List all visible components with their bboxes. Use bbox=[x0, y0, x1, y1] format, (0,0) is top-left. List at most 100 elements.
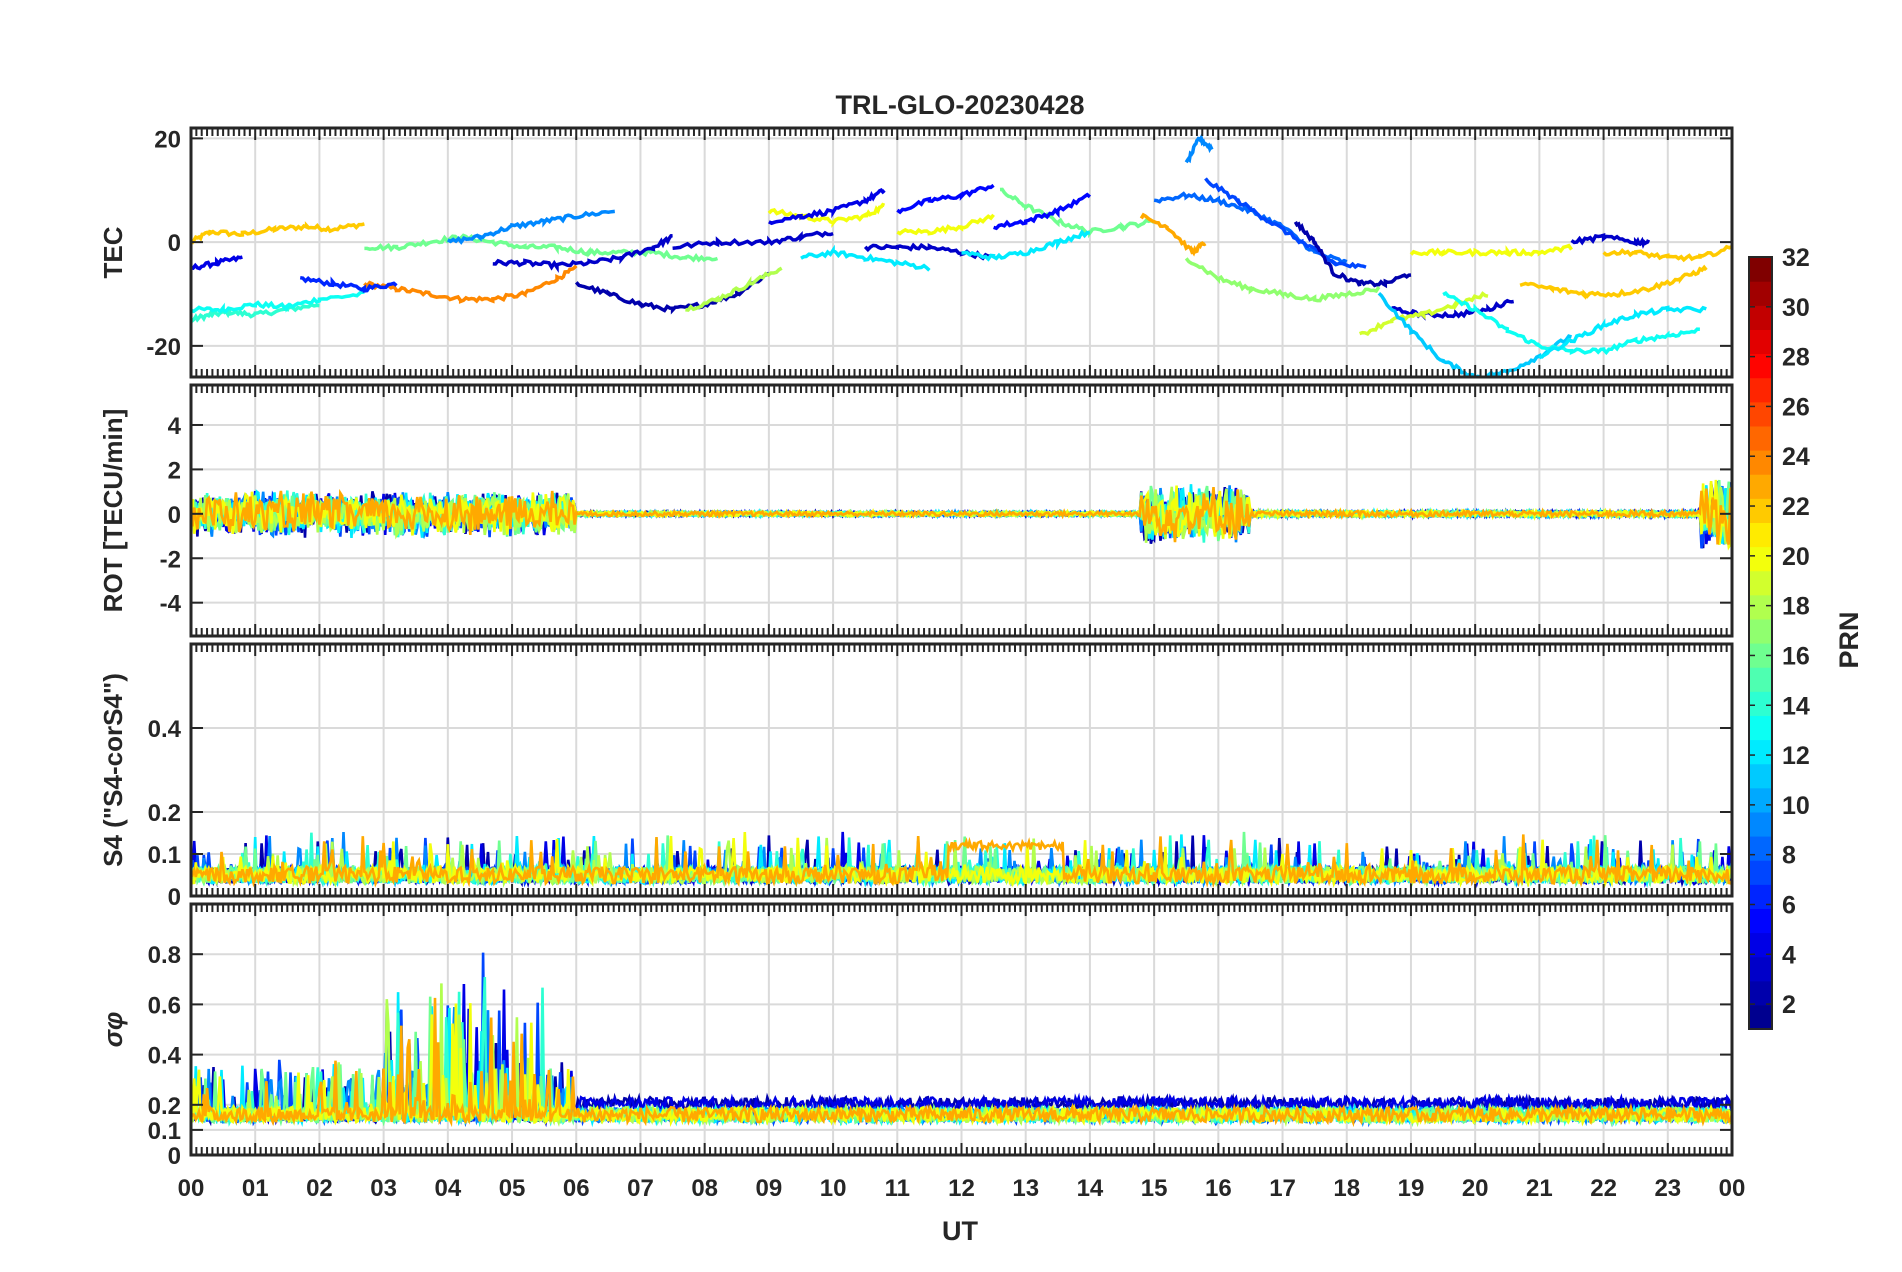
x-tick-label-5: 05 bbox=[499, 1175, 526, 1202]
tec-line-prn2-9 bbox=[574, 271, 770, 315]
colorbar-tick-label-6: 14 bbox=[1782, 692, 1810, 720]
tec-line-prn22-0 bbox=[191, 221, 365, 245]
x-axis-label: UT bbox=[942, 1216, 978, 1246]
tec-line-prn17-25 bbox=[1184, 257, 1381, 303]
y-tick-label-s4-3: 0 bbox=[168, 884, 181, 911]
y-tick-label-tec-0: 20 bbox=[154, 126, 181, 153]
colorbar-cell-11 bbox=[1749, 763, 1772, 789]
colorbar-cell-12 bbox=[1749, 739, 1772, 765]
colorbar-tick-label-2: 6 bbox=[1782, 891, 1796, 919]
y-tick-label-rot-4: -4 bbox=[160, 591, 182, 618]
x-tick-label-1: 01 bbox=[242, 1175, 269, 1202]
tec-line-prn16-6 bbox=[364, 233, 719, 263]
colorbar-cell-2 bbox=[1749, 980, 1772, 1006]
colorbar-label: PRN bbox=[1834, 611, 1864, 668]
tec-line-prn3-10 bbox=[672, 230, 834, 250]
tec-line-prn13-2 bbox=[191, 290, 365, 314]
tec-line-prn6-5 bbox=[299, 275, 398, 293]
x-tick-label-10: 10 bbox=[820, 1175, 847, 1202]
tec-line-prn7-24 bbox=[1204, 177, 1367, 270]
tec-line-prn3-27 bbox=[1391, 298, 1515, 321]
colorbar-frame bbox=[1748, 256, 1773, 1030]
colorbar-cell-32 bbox=[1749, 257, 1772, 282]
tec-line-prn12-14 bbox=[800, 244, 931, 272]
colorbar-cell-25 bbox=[1749, 425, 1772, 451]
tec-line-prn22-32 bbox=[1519, 264, 1708, 300]
panel-s4: 0.4 0.2 0.1 0 S4 ("S4-corS4") bbox=[98, 642, 1734, 911]
tec-line-prn20-16 bbox=[896, 213, 995, 236]
x-tick-label-4: 04 bbox=[434, 1175, 461, 1202]
tec-line-prn23-21 bbox=[1139, 212, 1207, 257]
colorbar-cell-13 bbox=[1749, 715, 1772, 741]
colorbar-cell-28 bbox=[1749, 353, 1772, 379]
y-tick-label-tec-1: 0 bbox=[168, 230, 181, 257]
colorbar-cell-26 bbox=[1749, 401, 1772, 427]
panel-tec: 20 0 -20 TEC bbox=[98, 126, 1734, 379]
x-tick-label-6: 06 bbox=[563, 1175, 590, 1202]
tec-line-prn9-22 bbox=[1184, 133, 1214, 164]
colorbar-cell-18 bbox=[1749, 594, 1772, 620]
panel-sigma: 0.8 0.6 0.4 0.20.10 σφ bbox=[98, 902, 1734, 1170]
y-tick-label-sigma-1: 0.6 bbox=[148, 992, 181, 1019]
colorbar-tick-label-10: 22 bbox=[1782, 493, 1810, 521]
colorbar-cell-20 bbox=[1749, 546, 1772, 572]
tec-line-prn3-33 bbox=[1570, 232, 1651, 249]
x-tick-label-18: 18 bbox=[1333, 1175, 1360, 1202]
y-tick-label-s4-2: 0.1 bbox=[148, 842, 181, 869]
x-tick-label-12: 12 bbox=[948, 1175, 975, 1202]
x-tick-label-3: 03 bbox=[370, 1175, 397, 1202]
colorbar-cell-24 bbox=[1749, 450, 1772, 475]
tec-line-prn12-20 bbox=[961, 229, 1091, 262]
colorbar-cell-15 bbox=[1749, 667, 1772, 692]
tec-line-prn4-13 bbox=[768, 187, 886, 226]
rot-trace-prn23 bbox=[191, 486, 1732, 545]
tec-line-prn16-18 bbox=[999, 187, 1156, 239]
ticks-rot bbox=[190, 385, 1733, 636]
y-tick-label-sigma-2: 0.4 bbox=[148, 1043, 182, 1070]
colorbar-cell-1 bbox=[1749, 1004, 1772, 1030]
colorbar-tick-label-7: 16 bbox=[1782, 642, 1810, 670]
tec-line-prn3-8 bbox=[492, 233, 673, 274]
colorbar-tick-label-14: 30 bbox=[1782, 294, 1810, 322]
x-tick-label-23: 23 bbox=[1654, 1175, 1681, 1202]
colorbar-cell-5 bbox=[1749, 908, 1772, 934]
colorbar-tick-label-12: 26 bbox=[1782, 393, 1810, 421]
colorbar-cell-17 bbox=[1749, 618, 1772, 644]
tec-line-prn2-26 bbox=[1293, 221, 1412, 289]
colorbar-tick-label-13: 28 bbox=[1782, 344, 1810, 372]
series-rot bbox=[191, 479, 1732, 551]
colorbar-cell-6 bbox=[1749, 884, 1772, 909]
y-axis-label-rot: ROT [TECU/min] bbox=[98, 409, 128, 613]
colorbar-cell-3 bbox=[1749, 956, 1772, 982]
tec-line-prn9-7 bbox=[446, 209, 615, 245]
y-axis-label-sigma: σφ bbox=[98, 1012, 128, 1048]
x-tick-label-16: 16 bbox=[1205, 1175, 1232, 1202]
y-axis-label-s4: S4 ("S4-corS4") bbox=[98, 673, 128, 867]
series-s4 bbox=[191, 831, 1732, 889]
ticks-s4 bbox=[190, 644, 1733, 897]
y-tick-label-sigma-5: 0 bbox=[168, 1143, 181, 1170]
x-tick-label-2: 02 bbox=[306, 1175, 333, 1202]
y-tick-label-sigma-0: 0.8 bbox=[148, 942, 181, 969]
x-tick-label-13: 13 bbox=[1012, 1175, 1039, 1202]
x-axis: 00 01 02 03 04 05 06 07 08 09 10 11 12 13 14 15 16 17 18 19… bbox=[178, 1175, 1746, 1202]
x-tick-label-15: 15 bbox=[1141, 1175, 1168, 1202]
x-tick-label-14: 14 bbox=[1077, 1175, 1104, 1202]
y-tick-label-sigma-3: 0.2 bbox=[148, 1093, 181, 1120]
x-tick-label-17: 17 bbox=[1269, 1175, 1296, 1202]
y-tick-label-s4-0: 0.4 bbox=[148, 716, 182, 743]
tec-line-prn12-35 bbox=[1538, 305, 1707, 360]
tec-line-prn20-31 bbox=[1409, 243, 1573, 258]
y-tick-label-s4-1: 0.2 bbox=[148, 800, 181, 827]
ticks-sigma bbox=[190, 904, 1733, 1156]
tec-line-prn3-15 bbox=[863, 242, 994, 261]
y-tick-label-rot-1: 2 bbox=[168, 457, 181, 484]
x-tick-label-24: 00 bbox=[1719, 1175, 1746, 1202]
x-tick-label-21: 21 bbox=[1526, 1175, 1553, 1202]
x-tick-label-8: 08 bbox=[691, 1175, 718, 1202]
x-tick-label-0: 00 bbox=[178, 1175, 205, 1202]
colorbar-cell-21 bbox=[1749, 522, 1772, 548]
ticks-tec bbox=[190, 128, 1733, 377]
